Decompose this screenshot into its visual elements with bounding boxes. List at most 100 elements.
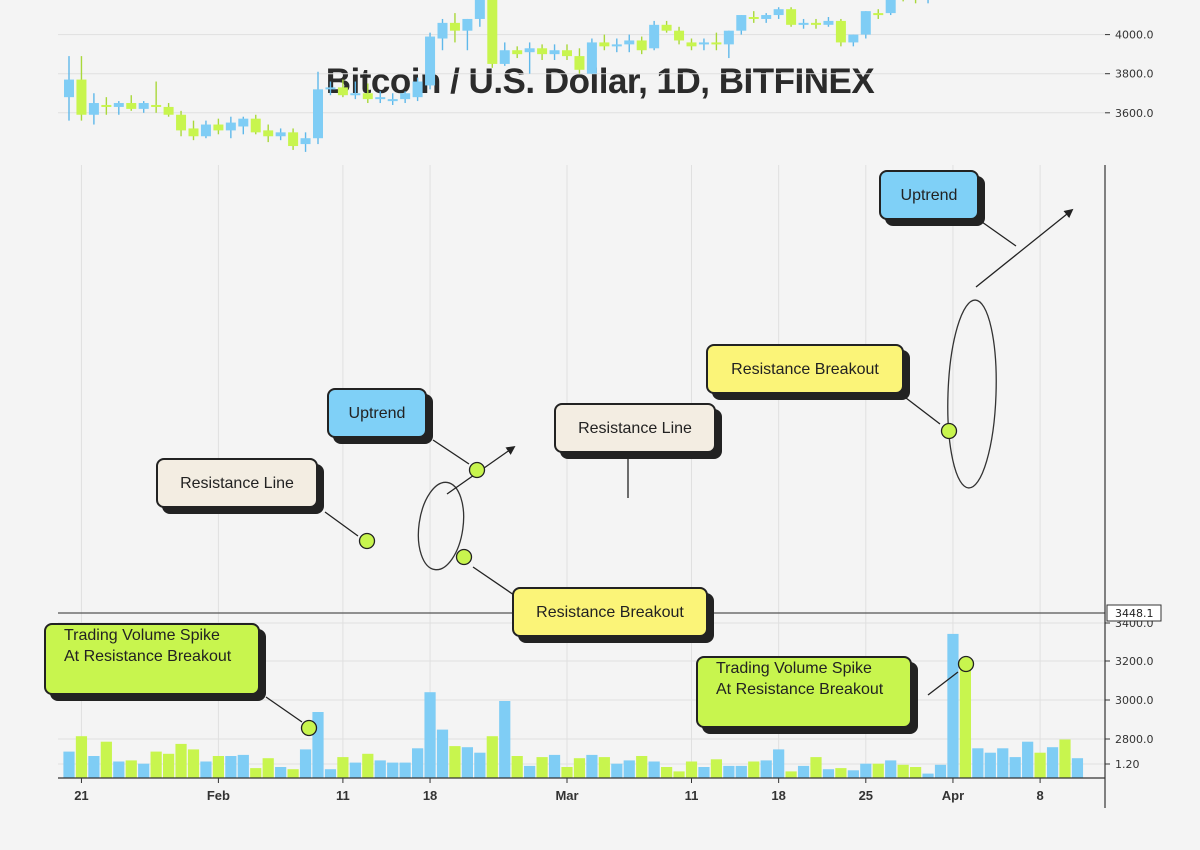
candle <box>599 34 610 51</box>
callout-volume-spike-2: Trading Volume Spike At Resistance Break… <box>696 656 912 728</box>
volume-bar <box>250 768 262 778</box>
volume-bar <box>449 746 461 778</box>
volume-bar <box>125 760 137 778</box>
candle <box>462 18 473 51</box>
callout-text-line1: Trading Volume Spike <box>716 660 872 677</box>
candle <box>914 0 917 4</box>
volume-bar <box>262 758 274 778</box>
callout-uptrend-2: Uptrend <box>879 170 979 220</box>
annotation-dot <box>358 532 376 550</box>
volume-bar <box>424 692 436 778</box>
volume-bar <box>947 633 959 778</box>
volume-bar <box>910 767 922 778</box>
volume-bar <box>673 771 685 778</box>
volume-bar <box>723 765 735 778</box>
candle <box>586 38 597 74</box>
x-tick-label: Feb <box>207 788 230 803</box>
leader-line <box>905 397 941 425</box>
volume-bar <box>822 769 835 778</box>
candle <box>885 0 896 16</box>
candle <box>425 32 436 90</box>
volume-bar <box>511 756 523 778</box>
volume-bar <box>636 756 648 778</box>
volume-bar <box>312 712 324 778</box>
candle <box>860 11 871 39</box>
candle <box>188 120 199 141</box>
volume-bar <box>885 760 897 778</box>
volume-tick-label: 2800.0 <box>1115 733 1154 746</box>
volume-bar <box>760 760 772 778</box>
candle <box>101 97 112 115</box>
candles <box>64 0 929 152</box>
candle <box>176 110 187 137</box>
candle <box>362 83 373 104</box>
volume-bar <box>872 763 884 778</box>
volume-bar <box>1009 757 1021 778</box>
volume-bar <box>88 756 100 778</box>
volume-bar <box>362 753 374 778</box>
candle <box>649 20 660 51</box>
volume-tick-label: 3000.0 <box>1115 694 1154 707</box>
volume-bar <box>623 760 635 778</box>
candle <box>113 101 124 115</box>
x-tick-label: 18 <box>771 788 785 803</box>
volume-bar <box>138 763 150 778</box>
volume-bar <box>324 769 337 778</box>
volume-bar <box>387 762 399 778</box>
volume-bar <box>748 761 760 778</box>
candle <box>549 44 560 61</box>
leader-line <box>981 221 1017 247</box>
volume-bar <box>735 765 747 778</box>
callout-text: Resistance Breakout <box>536 603 684 621</box>
volume-bar <box>299 749 312 778</box>
candle <box>163 103 174 117</box>
volume-bar <box>835 768 847 778</box>
volume-bar <box>548 754 561 778</box>
candle <box>350 81 361 100</box>
x-tick-label: 21 <box>74 788 88 803</box>
volume-tick-label: 3200.0 <box>1115 655 1154 668</box>
volume-bar <box>474 752 486 778</box>
volume-bar <box>661 767 673 778</box>
annotation-dot <box>455 548 473 566</box>
volume-bar <box>1059 739 1071 778</box>
volume-bar <box>287 769 299 778</box>
volume-bar <box>797 765 810 778</box>
candle <box>823 17 834 27</box>
volume-bar <box>100 741 112 778</box>
candle <box>474 0 485 27</box>
candle <box>873 9 884 19</box>
candle <box>848 34 859 47</box>
volume-bar <box>237 754 249 778</box>
volume-bar <box>997 748 1009 778</box>
volume-bar <box>785 771 797 778</box>
volume-bar <box>374 760 386 778</box>
candle <box>562 44 572 61</box>
candle <box>902 0 904 2</box>
candle <box>300 132 311 152</box>
volume-bar <box>561 767 573 778</box>
candle <box>325 81 336 96</box>
candle <box>400 91 411 104</box>
candle <box>761 13 772 23</box>
volume-bar <box>922 773 934 778</box>
volume-bar <box>586 754 598 778</box>
volume-bar <box>810 757 822 778</box>
callout-volume-spike-1: Trading Volume Spike At Resistance Break… <box>44 623 260 695</box>
candle <box>275 128 286 141</box>
candle <box>263 124 274 143</box>
callout-resistance-line-1: Resistance Line <box>156 458 318 508</box>
candle <box>499 42 510 66</box>
callout-uptrend-1: Uptrend <box>327 388 427 438</box>
candle <box>88 93 99 125</box>
volume-bar <box>399 762 411 778</box>
candle <box>723 30 734 59</box>
candle <box>225 116 236 139</box>
candle <box>798 18 809 29</box>
volume-bar <box>412 748 424 778</box>
x-tick-label: 8 <box>1036 788 1043 803</box>
volume-bar <box>611 763 623 778</box>
candle <box>786 7 797 27</box>
volume-bar <box>860 763 872 778</box>
leader-line <box>432 439 470 465</box>
